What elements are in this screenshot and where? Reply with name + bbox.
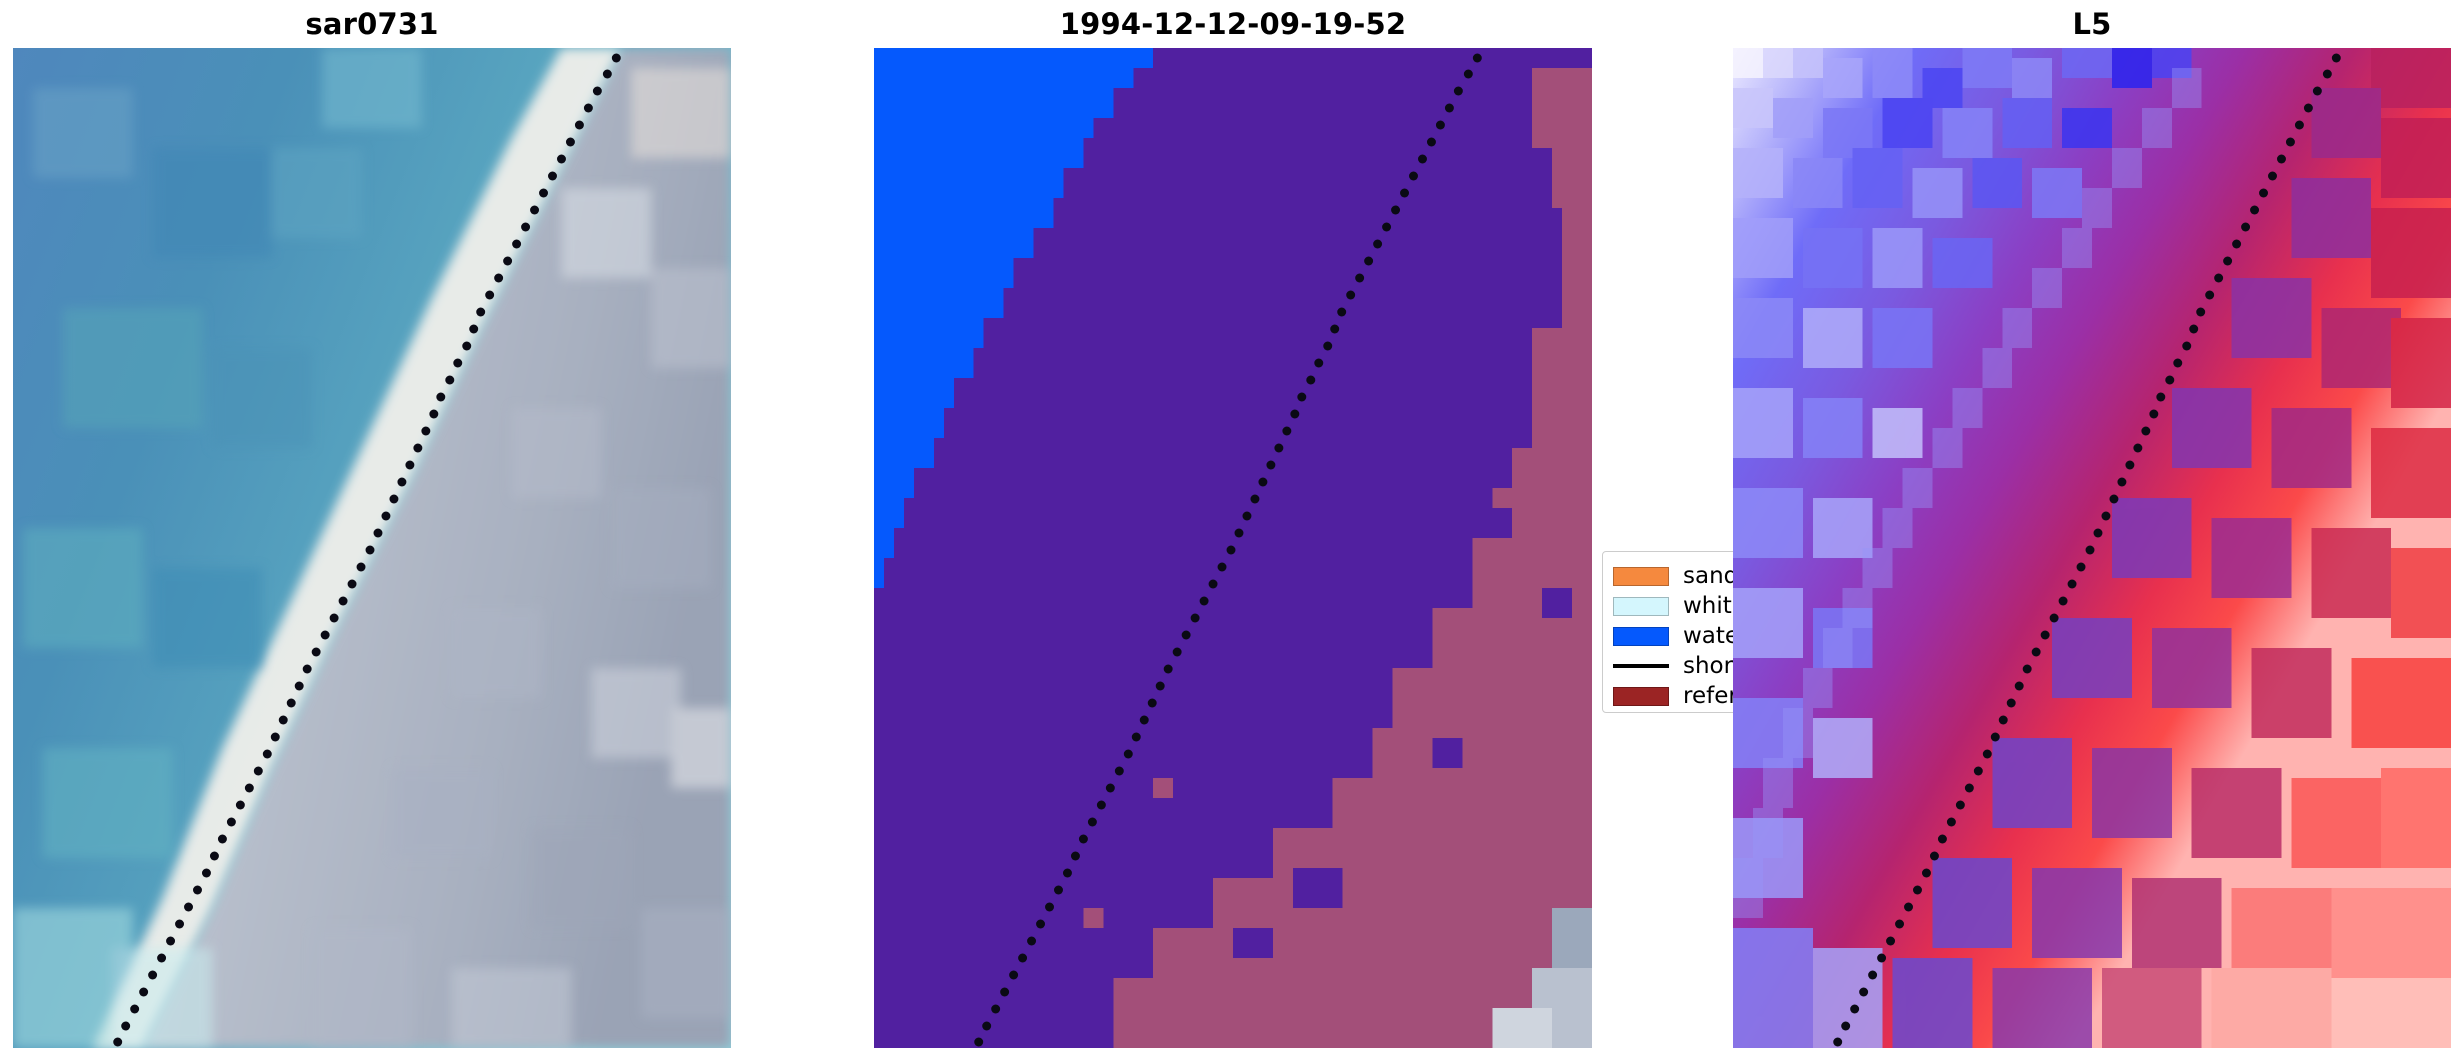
panel-index-image[interactable] — [1733, 48, 2451, 1048]
shoreline-line-icon — [1613, 664, 1669, 668]
sar0731-raster — [13, 48, 731, 1048]
classified-raster — [874, 48, 1592, 1048]
legend-label-sand: sand — [1683, 562, 1739, 589]
panel-classified-image[interactable] — [874, 48, 1592, 1048]
legend-item-sand: sand — [1613, 561, 1801, 591]
panel-sar0731[interactable] — [13, 48, 731, 1048]
panel-title-classified: 1994-12-12-09-19-52 — [1059, 7, 1407, 41]
panel-title-l5: L5 — [2072, 7, 2112, 41]
legend-item-water: water — [1613, 621, 1801, 651]
whitewater-swatch-icon — [1613, 596, 1669, 616]
reference-shoreline-swatch-icon — [1613, 686, 1669, 706]
panel-title-sar0731: sar0731 — [305, 7, 439, 41]
legend-label-water: water — [1683, 622, 1749, 649]
index-raster — [1733, 48, 2451, 1048]
water-swatch-icon — [1613, 626, 1669, 646]
sand-swatch-icon — [1613, 566, 1669, 586]
